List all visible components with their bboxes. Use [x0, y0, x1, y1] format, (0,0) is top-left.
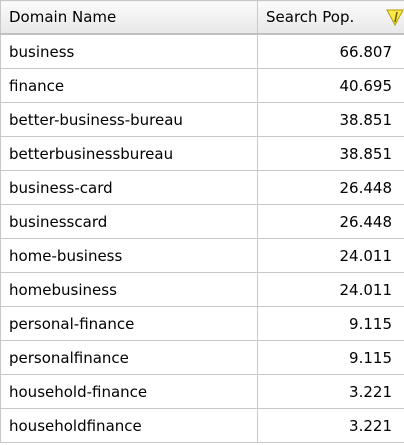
domain-cell: better-business-bureau — [0, 102, 258, 137]
table-row[interactable]: personal-finance 9.115 — [0, 306, 404, 341]
table-row[interactable]: business-card 26.448 — [0, 170, 404, 205]
table-row[interactable]: personalfinance 9.115 — [0, 340, 404, 375]
search-pop-cell: 66.807 — [257, 33, 404, 69]
table-row[interactable]: businesscard 26.448 — [0, 204, 404, 239]
table-row[interactable]: better-business-bureau 38.851 — [0, 102, 404, 137]
domain-cell: household-finance — [0, 374, 258, 409]
header-row: Domain Name Search Pop. — [0, 0, 404, 35]
domain-cell: business-card — [0, 170, 258, 205]
sort-icon — [386, 9, 404, 26]
search-pop-cell: 40.695 — [257, 68, 404, 103]
domain-cell: home-business — [0, 238, 258, 273]
table-row[interactable]: householdfinance 3.221 — [0, 408, 404, 443]
domain-cell: homebusiness — [0, 272, 258, 307]
search-pop-cell: 9.115 — [257, 306, 404, 341]
domain-cell: businesscard — [0, 204, 258, 239]
column-header[interactable]: Domain Name — [0, 0, 258, 35]
table-body: business 66.807 finance 40.695 better-busine… — [0, 33, 404, 443]
domain-cell: finance — [0, 68, 258, 103]
search-pop-cell: 26.448 — [257, 204, 404, 239]
search-pop-cell: 24.011 — [257, 272, 404, 307]
column-header-text: Search Pop. — [266, 8, 355, 26]
column-header[interactable]: Search Pop. — [257, 0, 404, 35]
table-row[interactable]: home-business 24.011 — [0, 238, 404, 273]
table-row[interactable]: business 66.807 — [0, 33, 404, 69]
search-pop-cell: 3.221 — [257, 374, 404, 409]
search-pop-cell: 26.448 — [257, 170, 404, 205]
domain-cell: householdfinance — [0, 408, 258, 443]
domain-cell: business — [0, 33, 258, 69]
search-pop-cell: 38.851 — [257, 136, 404, 171]
search-pop-cell: 24.011 — [257, 238, 404, 273]
domain-cell: personalfinance — [0, 340, 258, 375]
search-pop-cell: 3.221 — [257, 408, 404, 443]
table-row[interactable]: household-finance 3.221 — [0, 374, 404, 409]
search-pop-cell: 38.851 — [257, 102, 404, 137]
table-row[interactable]: betterbusinessbureau 38.851 — [0, 136, 404, 171]
table-row[interactable]: homebusiness 24.011 — [0, 272, 404, 307]
domain-cell: personal-finance — [0, 306, 258, 341]
search-pop-cell: 9.115 — [257, 340, 404, 375]
domain-cell: betterbusinessbureau — [0, 136, 258, 171]
table-row[interactable]: finance 40.695 — [0, 68, 404, 103]
